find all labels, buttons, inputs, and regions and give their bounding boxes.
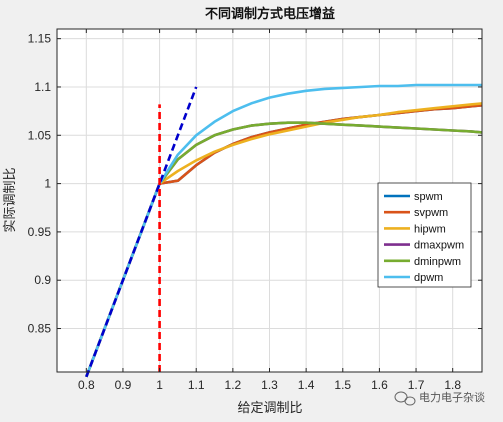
y-tick-label: 0.85 (28, 322, 52, 336)
x-tick-label: 1.1 (188, 378, 205, 392)
x-tick-label: 1.3 (261, 378, 278, 392)
x-tick-label: 1.4 (298, 378, 315, 392)
legend-label-svpwm: svpwm (414, 207, 448, 219)
x-tick-label: 1.8 (444, 378, 461, 392)
grid-lines (57, 29, 482, 372)
legend-label-spwm: spwm (414, 191, 443, 203)
legend: spwm svpwm hipwm dmaxpwm dminpwm dpwm (377, 182, 472, 288)
axis-ticks (57, 29, 482, 372)
reference-lines (85, 86, 198, 378)
y-tick-label: 1 (44, 177, 51, 191)
legend-label-hipwm: hipwm (414, 223, 446, 235)
x-tick-label: 0.9 (115, 378, 132, 392)
x-tick-label: 1.7 (408, 378, 425, 392)
chart-title: 不同调制方式电压增益 (205, 6, 335, 22)
legend-label-dpwm: dpwm (414, 272, 443, 284)
reference-line-0 (85, 86, 198, 378)
x-tick-label: 1.2 (225, 378, 242, 392)
x-axis-label: 给定调制比 (237, 401, 302, 416)
x-tick-label: 0.8 (78, 378, 95, 392)
watermark: 电力电子杂谈 (394, 391, 485, 406)
chat-bubble-icon (394, 391, 416, 406)
legend-label-dminpwm: dminpwm (414, 256, 461, 268)
x-tick-labels: 0.8 0.9 1 1.1 1.2 1.3 1.4 1.5 1.6 1.7 1.8 (78, 378, 461, 392)
y-axis-label: 实际调制比 (3, 167, 18, 232)
y-tick-label: 1.15 (28, 32, 52, 46)
x-tick-label: 1.5 (334, 378, 351, 392)
legend-label-dmaxpwm: dmaxpwm (414, 240, 464, 252)
y-tick-label: 0.9 (34, 273, 51, 287)
y-tick-label: 1.1 (34, 80, 51, 94)
x-tick-label: 1.6 (371, 378, 388, 392)
watermark-text: 电力电子杂谈 (419, 391, 485, 404)
y-tick-label: 1.05 (28, 128, 52, 142)
x-tick-label: 1 (156, 378, 163, 392)
y-tick-label: 0.95 (28, 225, 52, 239)
y-tick-labels: 0.85 0.9 0.95 1 1.05 1.1 1.15 (28, 32, 52, 336)
legend-box (377, 182, 472, 288)
